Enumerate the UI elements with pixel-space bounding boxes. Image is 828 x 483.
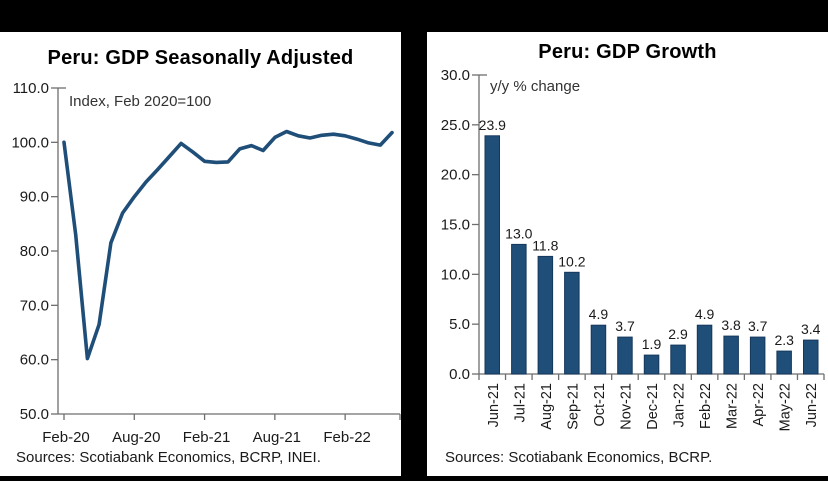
category-label: Feb-22: [698, 383, 714, 429]
category-label: Mar-22: [725, 383, 741, 429]
y-tick-label: 30.0: [441, 67, 470, 84]
category-label: Jul-21: [512, 383, 528, 423]
growth-bar: [696, 324, 713, 375]
category-label: Jan-22: [672, 383, 688, 427]
line-chart-source-note: Sources: Scotiabank Economics, BCRP, INE…: [16, 449, 321, 466]
growth-bar: [537, 255, 554, 375]
growth-bar: [484, 135, 500, 375]
y-tick-label: 15.0: [441, 217, 470, 234]
y-tick-label: 25.0: [441, 117, 470, 134]
category-label: Oct-21: [592, 383, 608, 427]
x-tick-label: Feb-22: [323, 429, 371, 446]
line-chart-axis-annotation: Index, Feb 2020=100: [69, 93, 212, 110]
y-tick-label: 0.0: [449, 366, 470, 383]
y-tick-label: 60.0: [20, 352, 49, 369]
x-tick-label: Feb-21: [183, 429, 231, 446]
y-tick-label: 110.0: [13, 80, 49, 97]
bar-chart-source-note: Sources: Scotiabank Economics, BCRP.: [445, 449, 713, 466]
y-tick-label: 80.0: [20, 243, 49, 260]
growth-bar: [749, 336, 766, 375]
x-tick-label: Aug-21: [253, 429, 301, 446]
bar-value-label: 23.9: [479, 117, 506, 133]
bar-value-label: 4.9: [589, 306, 609, 322]
category-label: Sep-21: [565, 383, 581, 430]
bar-value-label: 3.8: [721, 317, 741, 333]
bar-value-label: 10.2: [558, 253, 585, 269]
growth-bar: [776, 350, 792, 375]
bar-value-label: 3.7: [615, 318, 635, 334]
category-label: Jun-22: [804, 383, 820, 427]
y-tick-label: 100.0: [11, 134, 49, 151]
x-tick-label: Aug-20: [112, 429, 160, 446]
y-tick-label: 90.0: [20, 189, 49, 206]
growth-bar: [564, 271, 580, 375]
bar-value-label: 3.7: [748, 318, 768, 334]
category-label: Jun-21: [486, 383, 502, 427]
bar-value-label: 3.4: [801, 321, 821, 337]
y-tick-label: 10.0: [441, 266, 470, 283]
gdp-index-line: [62, 129, 394, 361]
growth-bar: [590, 324, 607, 375]
y-tick-label: 50.0: [20, 406, 49, 423]
growth-bar: [643, 354, 660, 375]
growth-bar: [723, 335, 739, 375]
category-label: Dec-21: [645, 383, 661, 430]
category-label: Nov-21: [619, 383, 635, 430]
growth-bar: [670, 344, 686, 375]
line-chart-title: Peru: GDP Seasonally Adjusted: [47, 47, 354, 69]
bar-value-label: 13.0: [505, 225, 532, 241]
category-label: Apr-22: [751, 383, 767, 427]
category-label: May-22: [778, 383, 794, 431]
growth-bar: [803, 339, 819, 375]
x-tick-label: Feb-20: [42, 429, 90, 446]
category-label: Aug-21: [539, 383, 555, 430]
bar-value-label: 2.3: [774, 332, 794, 348]
growth-bar: [511, 243, 527, 375]
y-tick-label: 5.0: [449, 316, 470, 333]
bar-value-label: 2.9: [668, 326, 688, 342]
y-tick-label: 20.0: [441, 167, 470, 184]
bar-value-label: 1.9: [642, 336, 662, 352]
bar-chart-title: Peru: GDP Growth: [538, 41, 717, 63]
panel-divider: [401, 0, 427, 479]
bar-value-label: 11.8: [532, 237, 558, 253]
y-tick-label: 70.0: [20, 297, 49, 314]
bar-chart-axis-annotation: y/y % change: [490, 78, 581, 95]
growth-bar: [617, 336, 633, 375]
bar-value-label: 4.9: [695, 306, 715, 322]
